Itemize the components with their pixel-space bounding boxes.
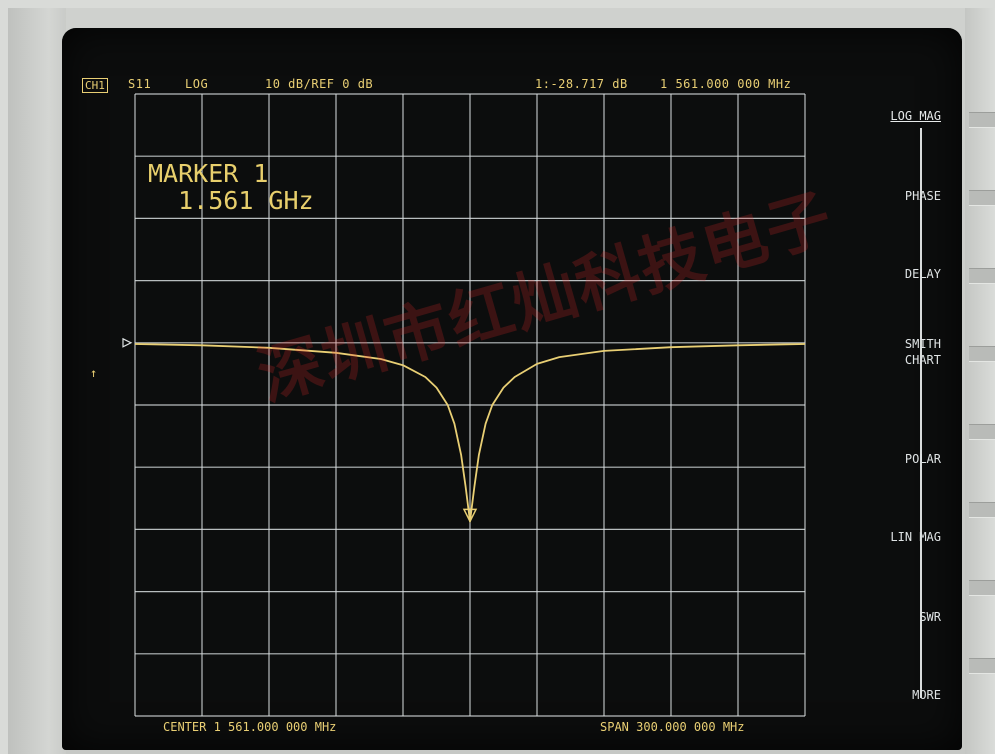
softkey-more[interactable]: MORE <box>912 688 941 702</box>
marker-annotation: MARKER 1 1.561 GHz <box>148 160 314 214</box>
marker-line-2: 1.561 GHz <box>178 186 314 215</box>
softkey-delay[interactable]: DELAY <box>904 267 941 281</box>
format-label: LOG <box>185 77 209 91</box>
softkey-phase[interactable]: PHASE <box>904 189 941 203</box>
marker-line-1: MARKER 1 <box>148 159 269 188</box>
center-frequency: CENTER 1 561.000 000 MHz <box>163 720 337 734</box>
softkey-polar[interactable]: POLAR <box>904 452 941 466</box>
softkey-spine <box>920 128 922 698</box>
marker-triangle-icon <box>462 508 478 524</box>
scale-label: 10 dB/REF 0 dB <box>265 77 374 91</box>
softkey-lin-mag[interactable]: LIN MAG <box>890 530 941 544</box>
bezel-left-panel <box>8 8 66 754</box>
marker-frequency: 1 561.000 000 MHz <box>660 77 792 91</box>
channel-indicator: CH1 <box>82 78 108 93</box>
softkey-smith-chart[interactable]: SMITH CHART <box>904 337 941 367</box>
softkey-swr[interactable]: SWR <box>919 610 941 624</box>
parameter-label: S11 <box>128 77 152 91</box>
bezel-right-panel <box>965 8 995 754</box>
side-softkey-button[interactable] <box>969 268 995 284</box>
marker-readout: 1:-28.717 dB <box>535 77 628 91</box>
side-softkey-button[interactable] <box>969 424 995 440</box>
side-softkey-button[interactable] <box>969 346 995 362</box>
analyzer-screen <box>62 28 962 750</box>
softkey-log-mag[interactable]: LOG MAG <box>890 109 941 123</box>
reference-arrow-icon: ↑ <box>90 366 98 380</box>
span-frequency: SPAN 300.000 000 MHz <box>600 720 745 734</box>
side-softkey-button[interactable] <box>969 190 995 206</box>
reference-level-marker-icon <box>122 337 133 348</box>
side-softkey-button[interactable] <box>969 502 995 518</box>
side-softkey-button[interactable] <box>969 658 995 674</box>
side-softkey-button[interactable] <box>969 580 995 596</box>
side-softkey-button[interactable] <box>969 112 995 128</box>
